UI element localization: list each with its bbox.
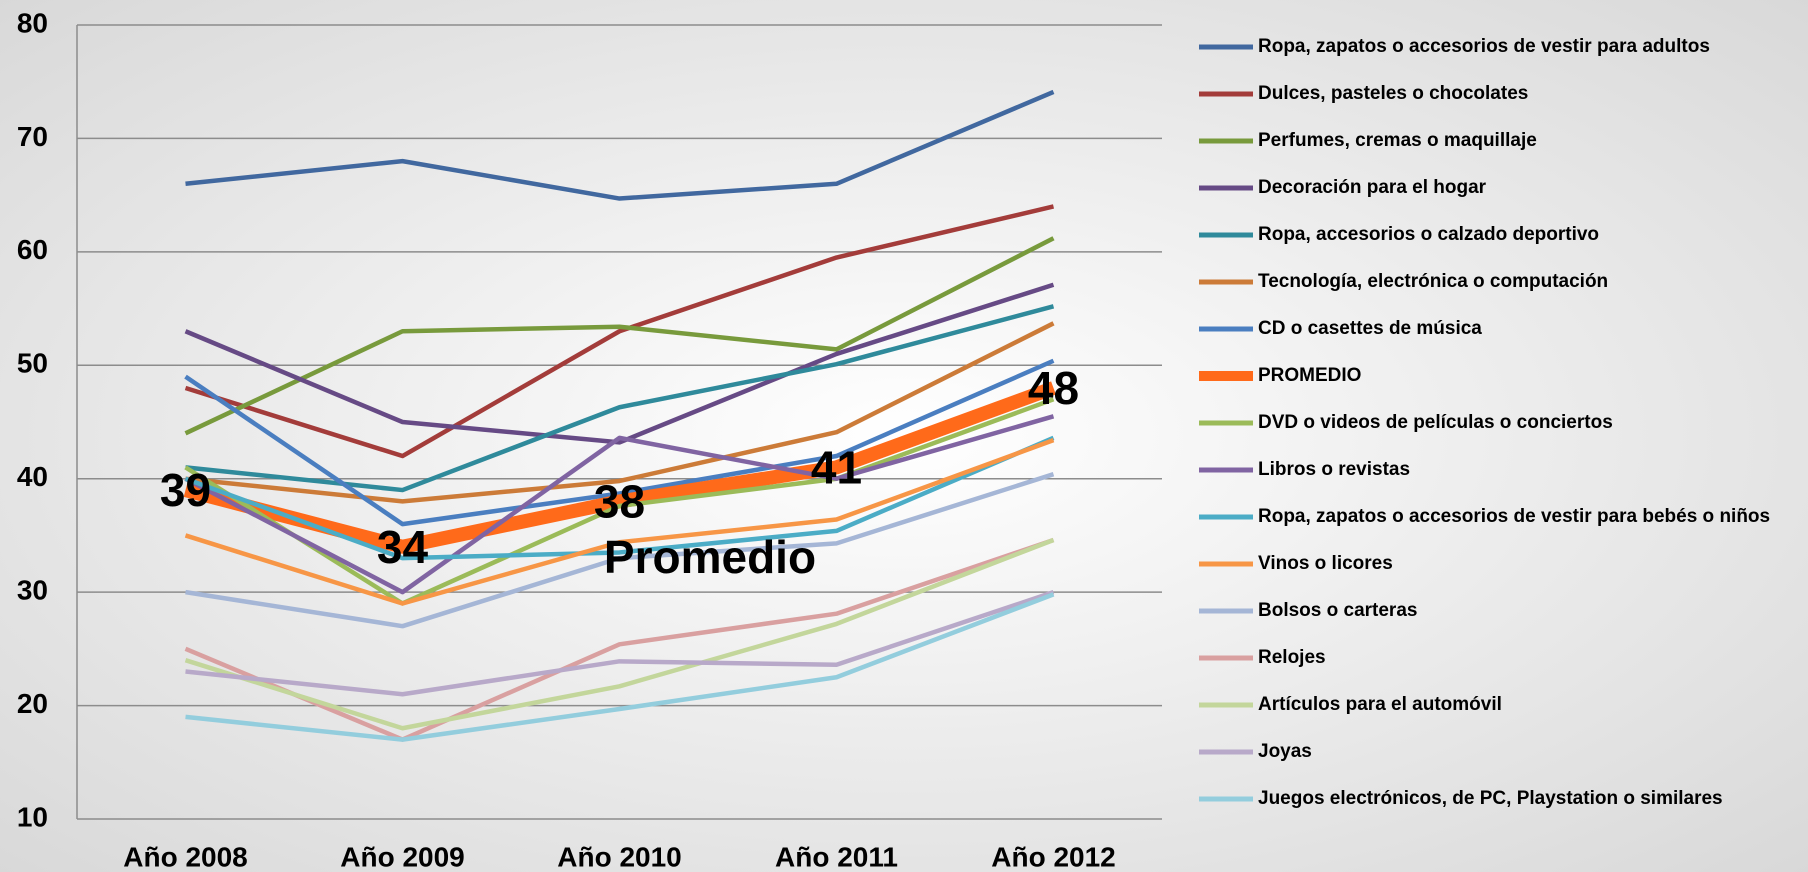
data-label: 34: [377, 521, 429, 573]
y-tick-label: 30: [17, 575, 48, 606]
legend-label: Joyas: [1258, 741, 1312, 762]
series-line: [184, 204, 1055, 459]
y-tick-label: 80: [17, 7, 48, 38]
legend-label: Ropa, zapatos o accesorios de vestir par…: [1258, 506, 1770, 527]
data-label: 38: [594, 476, 645, 528]
x-tick-label: Año 2011: [775, 841, 898, 872]
data-label: 48: [1028, 362, 1079, 414]
x-tick-label: Año 2012: [991, 841, 1116, 872]
legend-label: Ropa, accesorios o calzado deportivo: [1258, 224, 1599, 245]
data-label: 41: [811, 442, 862, 494]
x-tick-label: Año 2009: [340, 841, 465, 872]
series-line: [184, 397, 1055, 606]
y-tick-label: 20: [17, 688, 48, 719]
y-tick-label: 10: [17, 801, 48, 832]
legend-label: PROMEDIO: [1258, 365, 1361, 386]
series-line: [184, 414, 1055, 595]
series-line: [185, 472, 1055, 629]
legend-label: Bolsos o carteras: [1258, 600, 1417, 621]
legend-label: Dulces, pasteles o chocolates: [1258, 83, 1528, 104]
average-line: [183, 381, 1056, 554]
legend-label: Artículos para el automóvil: [1258, 694, 1502, 715]
series-line: [184, 282, 1055, 445]
series-line: [185, 321, 1055, 504]
legend-label: Ropa, zapatos o accesorios de vestir par…: [1258, 36, 1710, 57]
x-tick-label: Año 2008: [123, 841, 248, 872]
legend-label: Tecnología, electrónica o computación: [1258, 271, 1608, 292]
legend-label: DVD o videos de películas o conciertos: [1258, 412, 1613, 433]
legend-label: Perfumes, cremas o maquillaje: [1258, 130, 1537, 151]
series-line: [184, 435, 1055, 561]
series-line: [184, 537, 1055, 742]
legend-label: CD o casettes de música: [1258, 318, 1482, 339]
data-label: 39: [160, 464, 211, 516]
legend-label: Vinos o licores: [1258, 553, 1393, 574]
series-line: [185, 590, 1055, 697]
y-tick-label: 60: [17, 234, 48, 265]
x-tick-label: Año 2010: [557, 841, 682, 872]
legend-label: Libros o revistas: [1258, 459, 1410, 480]
series-line: [184, 438, 1055, 606]
y-tick-label: 70: [17, 121, 48, 152]
series-line: [185, 89, 1055, 201]
series-line: [184, 236, 1055, 436]
annotation: Promedio: [604, 531, 816, 583]
series-line: [185, 304, 1055, 493]
legend-label: Juegos electrónicos, de PC, Playstation …: [1258, 788, 1723, 809]
series-line: [184, 537, 1055, 731]
series-line: [184, 358, 1055, 527]
y-tick-label: 50: [17, 348, 48, 379]
legend-label: Relojes: [1258, 647, 1326, 668]
y-tick-label: 40: [17, 461, 48, 492]
series-line: [185, 592, 1055, 742]
legend-label: Decoración para el hogar: [1258, 177, 1487, 198]
